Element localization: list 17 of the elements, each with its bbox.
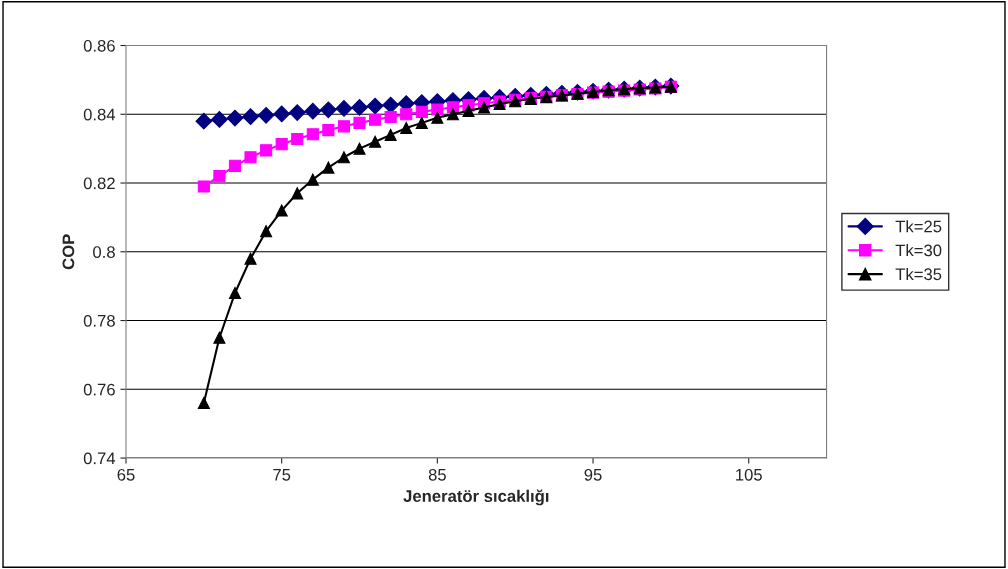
y-axis-title: COP (62, 234, 75, 270)
legend-label: Tk=35 (895, 267, 942, 281)
y-tick-label: 0.8 (93, 246, 115, 258)
x-tick-label: 105 (736, 468, 762, 481)
y-tick-label: 0.74 (83, 452, 116, 465)
y-tick-label: 0.84 (83, 108, 116, 121)
legend-label: Tk=30 (895, 244, 942, 257)
y-tick-label: 0.82 (83, 177, 115, 190)
x-tick-label: 85 (428, 468, 446, 481)
legend-label: Tk=25 (895, 220, 942, 233)
x-axis-title: Jeneratör sıcaklığı (403, 489, 549, 506)
x-tick-label: 75 (273, 469, 291, 481)
y-tick-label: 0.86 (83, 39, 115, 52)
x-tick-label: 95 (584, 468, 602, 481)
x-tick-label: 65 (117, 468, 135, 481)
y-tick-label: 0.78 (83, 314, 115, 327)
y-tick-label: 0.76 (83, 383, 115, 396)
